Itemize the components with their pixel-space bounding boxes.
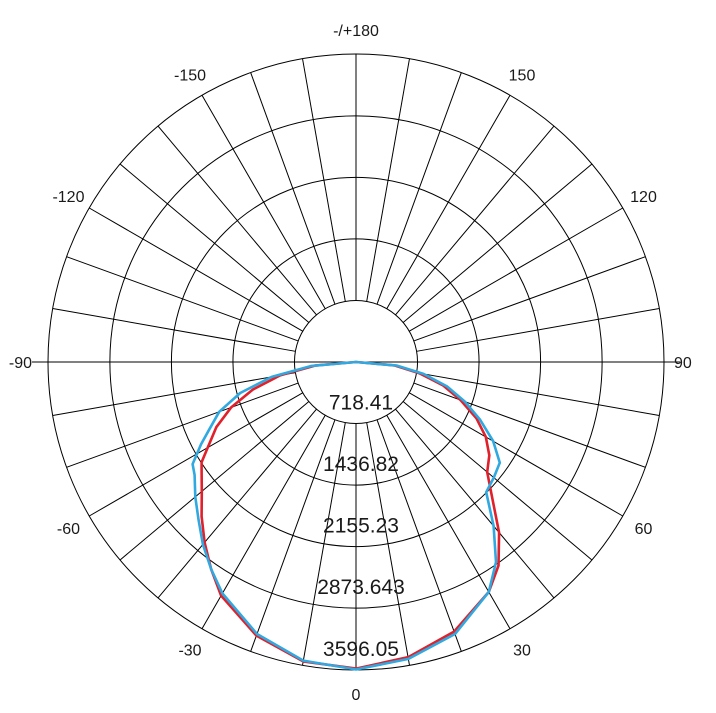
angle-label: -/+180 [333,23,379,40]
grid-spoke [119,163,310,323]
grid-spoke [416,372,660,416]
radius-label: 1436.82 [323,453,399,476]
grid-spoke [376,419,462,652]
grid-spoke [119,401,310,561]
radius-label: 3596.05 [323,638,399,661]
angle-label: -90 [9,355,32,372]
radius-labels: 718.41 1436.82 2155.23 2873.643 3596.05 [317,392,405,661]
grid-spoke [409,392,623,517]
angle-label: 0 [352,687,361,704]
angle-label: 120 [630,189,657,206]
grid-spoke [413,382,646,468]
grid-spoke [386,415,511,629]
radius-label: 718.41 [329,392,393,415]
grid-spoke [402,401,593,561]
angle-label: 150 [509,67,536,84]
grid-spoke [416,308,660,352]
grid-spoke [89,207,303,332]
angle-label: 90 [674,355,692,372]
grid-spoke [66,382,299,468]
angle-label: 60 [635,521,653,538]
grid-spoke [395,125,555,316]
grid-spoke [302,422,346,666]
grid-spoke [413,256,646,342]
grid-spoke [52,308,296,352]
angle-label: -30 [178,643,201,660]
grid-spoke [250,72,336,305]
angle-label: -150 [174,67,206,84]
angle-label: 30 [513,643,531,660]
grid-spoke [395,408,555,599]
grid-spoke [376,72,462,305]
radius-label: 2873.643 [317,576,405,599]
grid-spoke [402,163,593,323]
grid-spoke [386,95,511,309]
grid-spoke [157,408,317,599]
grid-spoke [157,125,317,316]
grid-spoke [366,58,410,302]
grid-spoke [409,207,623,332]
grid-spoke [302,58,346,302]
polar-grid [32,53,680,671]
grid-spoke [250,419,336,652]
grid-spoke [201,95,326,309]
series-line-2 [191,360,502,671]
grid-spoke [52,372,296,416]
angle-label: -60 [57,521,80,538]
angle-label: -120 [52,189,84,206]
radius-label: 2155.23 [323,515,399,538]
series-group [191,360,502,671]
grid-spoke [66,256,299,342]
angle-labels: 0 30 60 90 120 150 -/+180 -150 -120 -90 -60 -30 [9,23,692,704]
grid-spoke [366,422,410,666]
